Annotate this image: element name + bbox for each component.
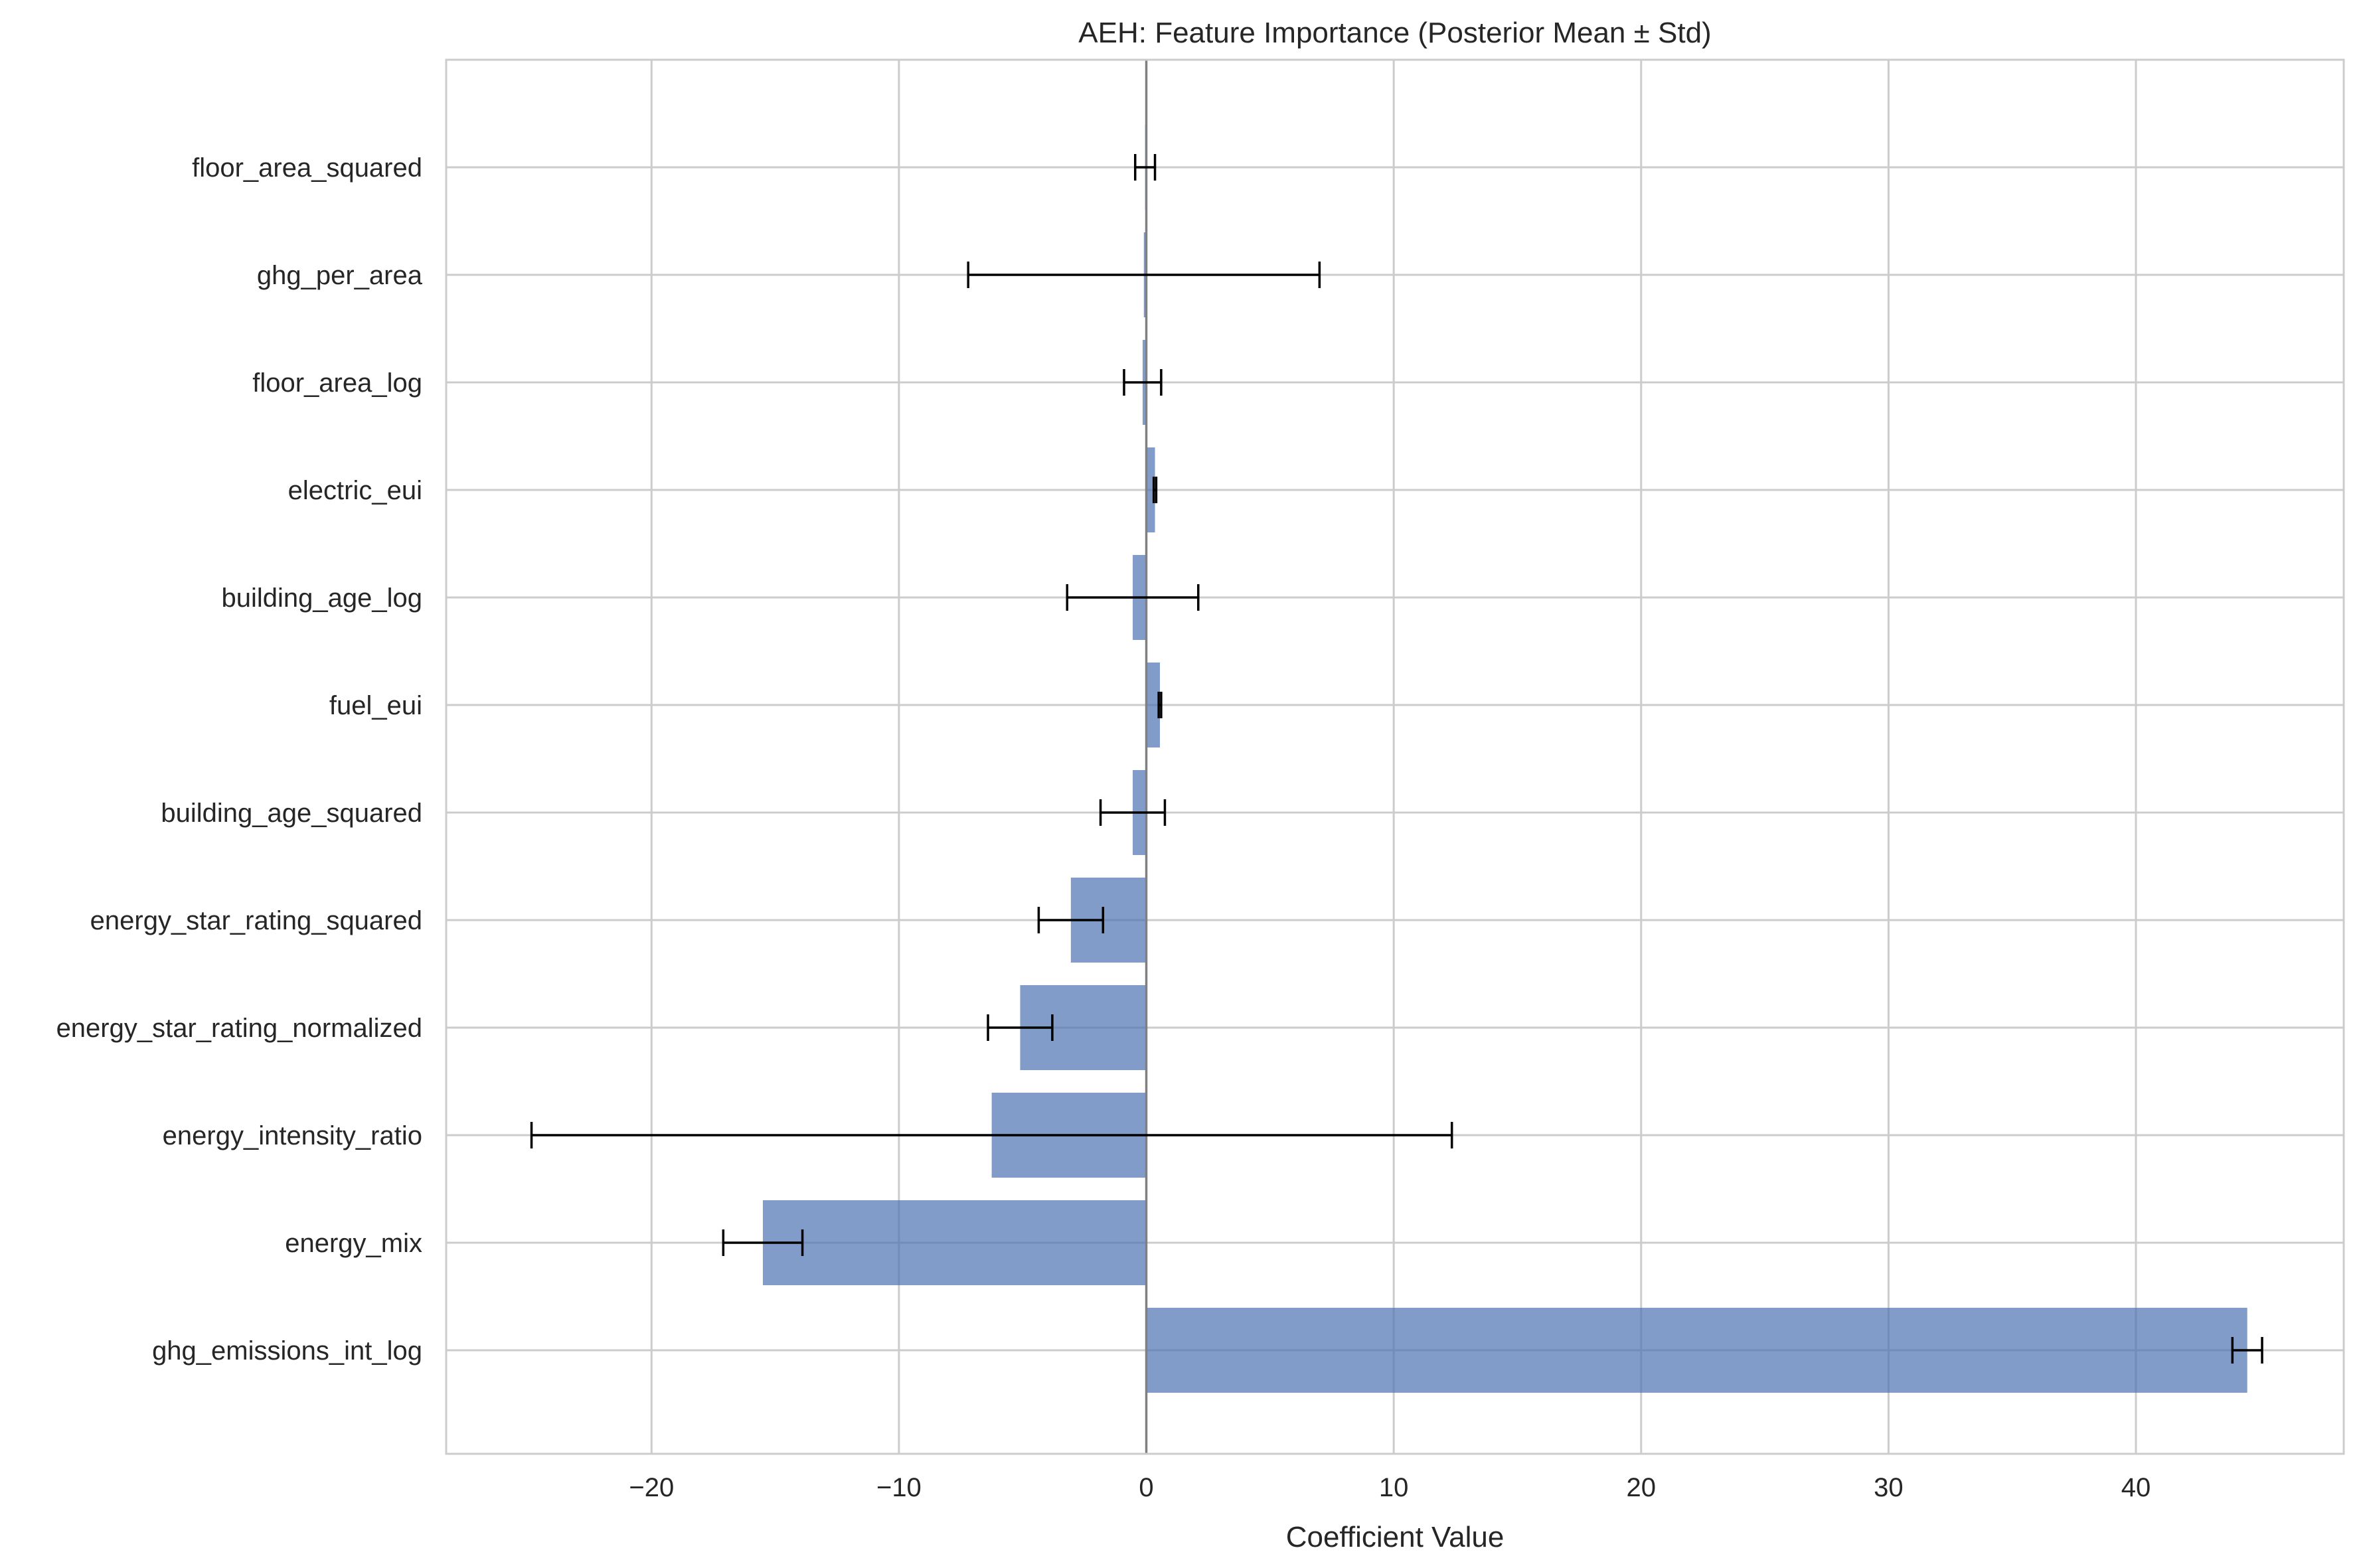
- bar-ghg-emissions-int-log: [1146, 1308, 2247, 1393]
- error-bar-ghg-emissions-int-log: [2231, 1337, 2263, 1364]
- error-bar-building-age-log: [1066, 584, 1200, 611]
- error-bar-energy-star-rating-squared: [1037, 907, 1105, 933]
- x-tick-label: 20: [1627, 1473, 1657, 1502]
- error-bar-energy-mix: [722, 1229, 804, 1256]
- x-tick-label: −20: [629, 1473, 674, 1502]
- error-bar-fuel-eui: [1157, 692, 1163, 718]
- x-tick-label: 10: [1379, 1473, 1409, 1502]
- plot-frame: [445, 58, 2345, 1455]
- error-bars: [530, 154, 2263, 1364]
- x-tick-label: 0: [1139, 1473, 1153, 1502]
- x-tick-label: 40: [2121, 1473, 2151, 1502]
- y-tick-label: energy_star_rating_normalized: [56, 1014, 422, 1043]
- y-tick-label: ghg_per_area: [257, 261, 423, 290]
- x-axis-label: Coefficient Value: [1286, 1521, 1505, 1553]
- y-tick-label: energy_star_rating_squared: [90, 906, 422, 935]
- error-bar-building-age-squared: [1099, 799, 1167, 826]
- bar-electric-eui: [1146, 447, 1155, 532]
- error-bar-energy-star-rating-normalized: [987, 1014, 1054, 1041]
- y-tick-labels: floor_area_squared ghg_per_area floor_area…: [56, 153, 423, 1366]
- x-tick-label: −10: [876, 1473, 922, 1502]
- y-tick-label: ghg_emissions_int_log: [152, 1336, 422, 1366]
- error-bar-energy-intensity-ratio: [530, 1122, 1453, 1148]
- y-tick-label: building_age_squared: [161, 799, 422, 828]
- y-tick-label: energy_intensity_ratio: [163, 1121, 422, 1150]
- error-bar-floor-area-squared: [1133, 154, 1157, 181]
- chart-title: AEH: Feature Importance (Posterior Mean …: [1078, 17, 1711, 49]
- error-bar-electric-eui: [1152, 477, 1158, 503]
- x-tick-label: 30: [1874, 1473, 1904, 1502]
- y-tick-label: building_age_log: [222, 584, 423, 613]
- y-tick-label: fuel_eui: [329, 691, 422, 720]
- y-tick-label: floor_area_squared: [192, 153, 422, 183]
- bar-fuel-eui: [1146, 663, 1161, 747]
- error-bar-floor-area-log: [1123, 369, 1163, 396]
- y-tick-label: energy_mix: [285, 1229, 422, 1258]
- y-tick-label: floor_area_log: [252, 368, 422, 398]
- bar-energy-mix: [762, 1200, 1147, 1285]
- error-bar-ghg-per-area: [967, 262, 1321, 288]
- x-tick-labels: −20 −10 0 10 20 30 40: [629, 1473, 2151, 1502]
- y-tick-label: electric_eui: [288, 476, 422, 505]
